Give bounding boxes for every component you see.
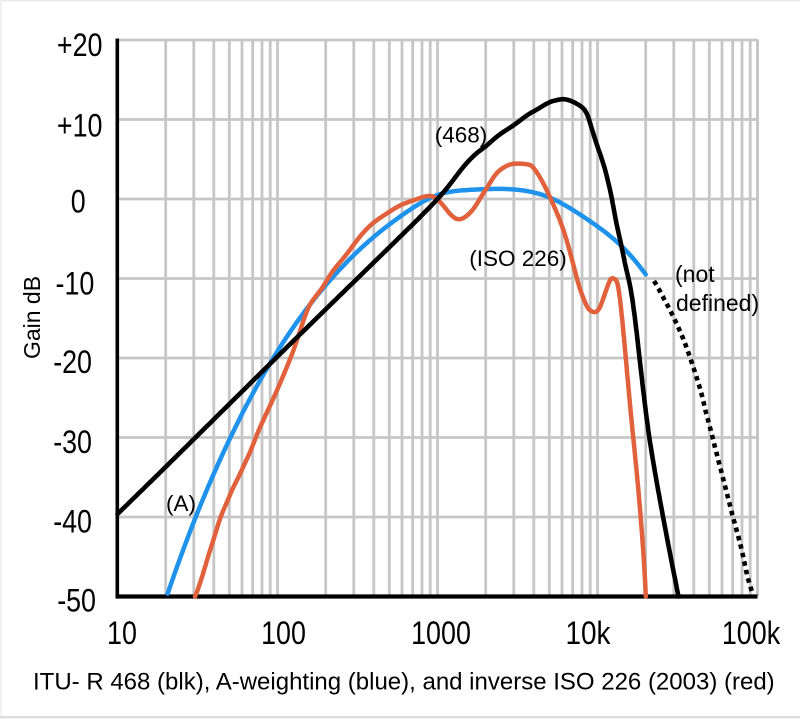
svg-text:ITU- R 468 (blk), A-weighting: ITU- R 468 (blk), A-weighting (blue), an… <box>33 669 775 696</box>
svg-text:-10: -10 <box>56 266 95 302</box>
svg-text:10: 10 <box>107 615 137 651</box>
svg-text:+10: +10 <box>57 108 103 144</box>
svg-text:-30: -30 <box>53 424 92 460</box>
svg-text:100k: 100k <box>722 615 781 651</box>
svg-text:-50: -50 <box>57 583 96 619</box>
svg-text:-20: -20 <box>53 344 92 380</box>
svg-text:(not: (not <box>675 261 715 287</box>
svg-text:Gain dB: Gain dB <box>19 276 45 359</box>
svg-text:+20: +20 <box>57 27 103 63</box>
svg-text:(ISO 226): (ISO 226) <box>469 246 567 271</box>
svg-text:-40: -40 <box>53 503 92 539</box>
svg-text:10k: 10k <box>566 615 612 651</box>
svg-text:(A): (A) <box>166 491 196 516</box>
svg-text:1000: 1000 <box>411 615 471 651</box>
svg-text:defined): defined) <box>676 290 759 316</box>
svg-text:100: 100 <box>261 615 306 651</box>
svg-text:(468): (468) <box>435 123 488 148</box>
svg-text:0: 0 <box>71 184 86 220</box>
